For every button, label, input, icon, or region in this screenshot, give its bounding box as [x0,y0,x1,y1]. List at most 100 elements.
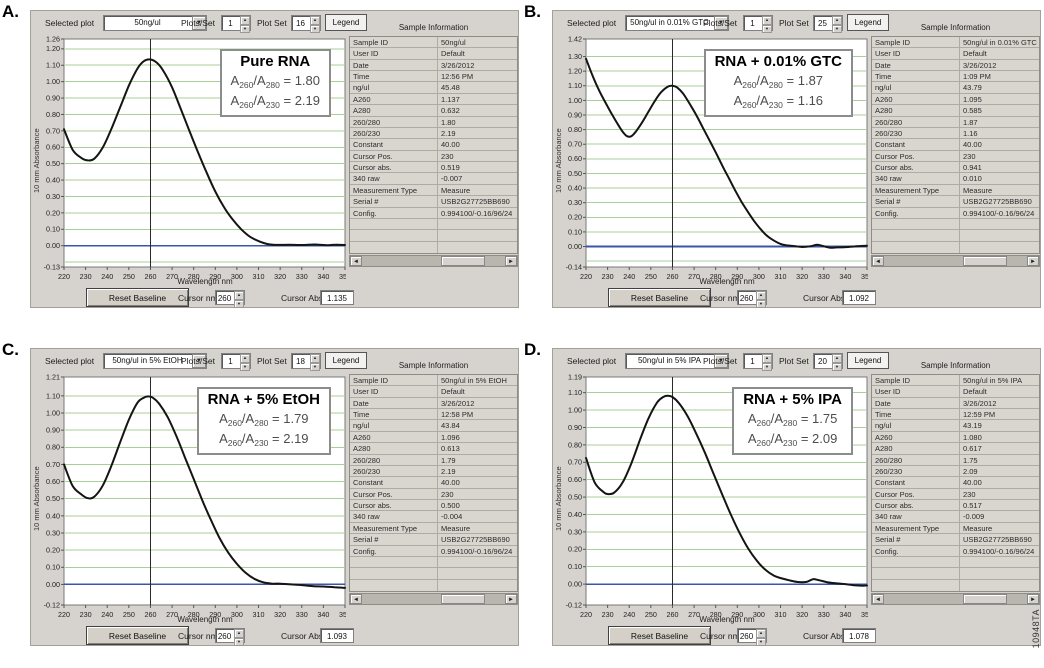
cursor-abs-field[interactable]: 1.093 [320,628,354,643]
legend-button[interactable]: Legend [847,352,889,369]
chevron-down-icon[interactable]: ▼ [192,16,206,30]
horizontal-scrollbar[interactable]: ◄ ► [349,593,518,605]
a260-a230-ratio: A260/A230 = 2.09 [743,429,842,449]
plot-set-stepper[interactable]: 25 ▲ ▼ [813,15,843,33]
cursor-nm-stepper[interactable]: 260 ▲ ▼ [215,628,245,646]
scrollbar-thumb[interactable] [440,594,485,604]
svg-text:1.42: 1.42 [568,34,582,43]
scroll-right-icon[interactable]: ► [1027,594,1039,604]
horizontal-scrollbar[interactable]: ◄ ► [871,593,1040,605]
svg-text:240: 240 [101,272,113,281]
chevron-down-icon[interactable]: ▼ [714,16,728,30]
reset-baseline-button[interactable]: Reset Baseline [608,626,711,645]
stepper-arrows-icon[interactable]: ▲ ▼ [832,354,842,371]
selected-plot-dropdown[interactable]: 50ng/ul in 0.01% GTC ▼ [625,15,729,31]
absorbance-chart[interactable]: 1.21 1.10 1.00 0.90 0.80 0.70 0.60 0.50 0.40 0.30… [38,371,346,621]
sample-info-value: Default [441,387,465,397]
sample-info-value [438,557,517,567]
horizontal-scrollbar[interactable]: ◄ ► [871,255,1040,267]
plots-per-set-value: 1 [228,18,233,28]
cursor-abs-field[interactable]: 1.135 [320,290,354,305]
cursor-nm-stepper[interactable]: 260 ▲ ▼ [737,290,767,308]
a260-a280-ratio: A260/A280 = 1.79 [208,409,320,429]
scroll-left-icon[interactable]: ◄ [350,256,362,266]
plot-set-stepper[interactable]: 18 ▲ ▼ [291,353,321,371]
plots-per-set-stepper[interactable]: 1 ▲ ▼ [221,353,251,371]
scrollbar-thumb[interactable] [962,256,1007,266]
sample-information-panel: Sample Information Sample ID 50ng/ul User … [349,23,518,267]
stepper-arrows-icon[interactable]: ▲ ▼ [240,16,250,33]
cursor-nm-stepper[interactable]: 260 ▲ ▼ [215,290,245,308]
absorbance-chart[interactable]: 1.42 1.30 1.20 1.10 1.00 0.90 0.80 0.70 0.60 0.50… [560,33,868,283]
scrollbar-track[interactable] [362,256,505,266]
plot-set-stepper[interactable]: 16 ▲ ▼ [291,15,321,33]
sample-info-row: User ID Default [350,386,517,398]
cursor-nm-label: Cursor nm [178,631,218,641]
plots-per-set-stepper[interactable]: 1 ▲ ▼ [743,15,773,33]
sample-info-table: Sample ID 50ng/ul in 0.01% GTC User ID Defa… [871,36,1040,254]
sample-info-value: Measure [963,185,993,195]
horizontal-scrollbar[interactable]: ◄ ► [349,255,518,267]
legend-button[interactable]: Legend [325,14,367,31]
absorbance-chart[interactable]: 1.19 1.10 1.00 0.90 0.80 0.70 0.60 0.50 0.40 0.30… [560,371,868,621]
selected-plot-dropdown[interactable]: 50ng/ul ▼ [103,15,207,31]
plot-set-stepper[interactable]: 20 ▲ ▼ [813,353,843,371]
svg-text:0.80: 0.80 [46,443,60,452]
stepper-arrows-icon[interactable]: ▲ ▼ [762,354,772,371]
sample-info-row: Date 3/26/2012 [350,397,517,410]
svg-text:0.80: 0.80 [568,125,582,134]
stepper-arrows-icon[interactable]: ▲ ▼ [310,16,320,33]
legend-button[interactable]: Legend [325,352,367,369]
sample-info-label: ng/ul [872,82,960,93]
stepper-arrows-icon[interactable]: ▲ ▼ [756,291,766,308]
legend-button[interactable]: Legend [847,14,889,31]
svg-text:0.70: 0.70 [568,140,582,149]
selected-plot-dropdown[interactable]: 50ng/ul in 5% IPA ▼ [625,353,729,369]
chevron-down-icon[interactable]: ▼ [714,354,728,368]
scrollbar-track[interactable] [362,594,505,604]
sample-info-value: 50ng/ul in 0.01% GTC [963,38,1037,47]
stepper-arrows-icon[interactable]: ▲ ▼ [832,16,842,33]
scroll-right-icon[interactable]: ► [1027,256,1039,266]
svg-text:270: 270 [166,272,178,281]
sample-info-label [872,556,960,568]
scrollbar-thumb[interactable] [440,256,485,266]
scroll-right-icon[interactable]: ► [505,594,517,604]
scroll-right-icon[interactable]: ► [505,256,517,266]
absorbance-chart[interactable]: 1.26 1.20 1.10 1.00 0.90 0.80 0.70 0.60 0.50 0.40… [38,33,346,283]
spectrophotometer-window: Selected plot 50ng/ul ▼ Plots/Set 1 ▲ ▼ P… [30,10,519,308]
cursor-abs-field[interactable]: 1.078 [842,628,876,643]
sample-info-value: 1:09 PM [963,72,991,82]
scroll-left-icon[interactable]: ◄ [872,594,884,604]
sample-info-row [872,556,1039,569]
stepper-arrows-icon[interactable]: ▲ ▼ [234,291,244,308]
svg-text:0.00: 0.00 [568,242,582,251]
stepper-arrows-icon[interactable]: ▲ ▼ [762,16,772,33]
svg-text:350: 350 [339,272,346,281]
sample-info-value: 3/26/2012 [441,398,475,408]
scrollbar-track[interactable] [884,256,1027,266]
cursor-nm-stepper[interactable]: 260 ▲ ▼ [737,628,767,646]
scrollbar-track[interactable] [884,594,1027,604]
scroll-left-icon[interactable]: ◄ [350,594,362,604]
stepper-arrows-icon[interactable]: ▲ ▼ [234,629,244,646]
reset-baseline-button[interactable]: Reset Baseline [86,288,189,307]
svg-text:0.40: 0.40 [46,511,60,520]
svg-text:320: 320 [796,272,808,281]
plots-per-set-stepper[interactable]: 1 ▲ ▼ [221,15,251,33]
ratio-text: /A [241,430,255,446]
stepper-arrows-icon[interactable]: ▲ ▼ [240,354,250,371]
svg-text:260: 260 [666,610,678,619]
chevron-down-icon[interactable]: ▼ [192,354,206,368]
selected-plot-dropdown[interactable]: 50ng/ul in 5% EtOH ▼ [103,353,207,369]
scroll-left-icon[interactable]: ◄ [872,256,884,266]
cursor-abs-field[interactable]: 1.092 [842,290,876,305]
reset-baseline-button[interactable]: Reset Baseline [608,288,711,307]
svg-text:290: 290 [731,610,743,619]
scrollbar-thumb[interactable] [962,594,1007,604]
sample-info-label: Config. [350,545,438,556]
plots-per-set-stepper[interactable]: 1 ▲ ▼ [743,353,773,371]
stepper-arrows-icon[interactable]: ▲ ▼ [310,354,320,371]
reset-baseline-button[interactable]: Reset Baseline [86,626,189,645]
stepper-arrows-icon[interactable]: ▲ ▼ [756,629,766,646]
